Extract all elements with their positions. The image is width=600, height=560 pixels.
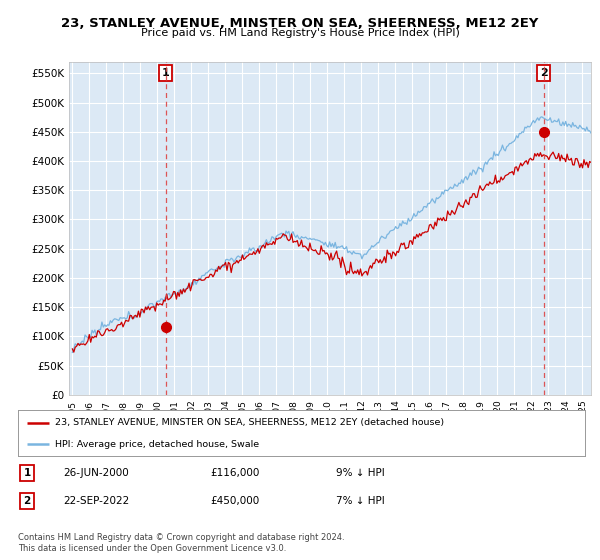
Text: 2: 2 [540, 68, 548, 78]
Text: £116,000: £116,000 [210, 468, 259, 478]
Text: 1: 1 [162, 68, 170, 78]
Text: 23, STANLEY AVENUE, MINSTER ON SEA, SHEERNESS, ME12 2EY: 23, STANLEY AVENUE, MINSTER ON SEA, SHEE… [61, 17, 539, 30]
Text: £450,000: £450,000 [210, 496, 259, 506]
Text: 1: 1 [23, 468, 31, 478]
Text: Contains HM Land Registry data © Crown copyright and database right 2024.
This d: Contains HM Land Registry data © Crown c… [18, 533, 344, 553]
Text: 7% ↓ HPI: 7% ↓ HPI [336, 496, 385, 506]
Text: 2: 2 [23, 496, 31, 506]
Text: Price paid vs. HM Land Registry's House Price Index (HPI): Price paid vs. HM Land Registry's House … [140, 28, 460, 38]
Text: 26-JUN-2000: 26-JUN-2000 [63, 468, 129, 478]
Text: HPI: Average price, detached house, Swale: HPI: Average price, detached house, Swal… [55, 440, 259, 449]
Text: 23, STANLEY AVENUE, MINSTER ON SEA, SHEERNESS, ME12 2EY (detached house): 23, STANLEY AVENUE, MINSTER ON SEA, SHEE… [55, 418, 444, 427]
Text: 22-SEP-2022: 22-SEP-2022 [63, 496, 129, 506]
Text: 9% ↓ HPI: 9% ↓ HPI [336, 468, 385, 478]
